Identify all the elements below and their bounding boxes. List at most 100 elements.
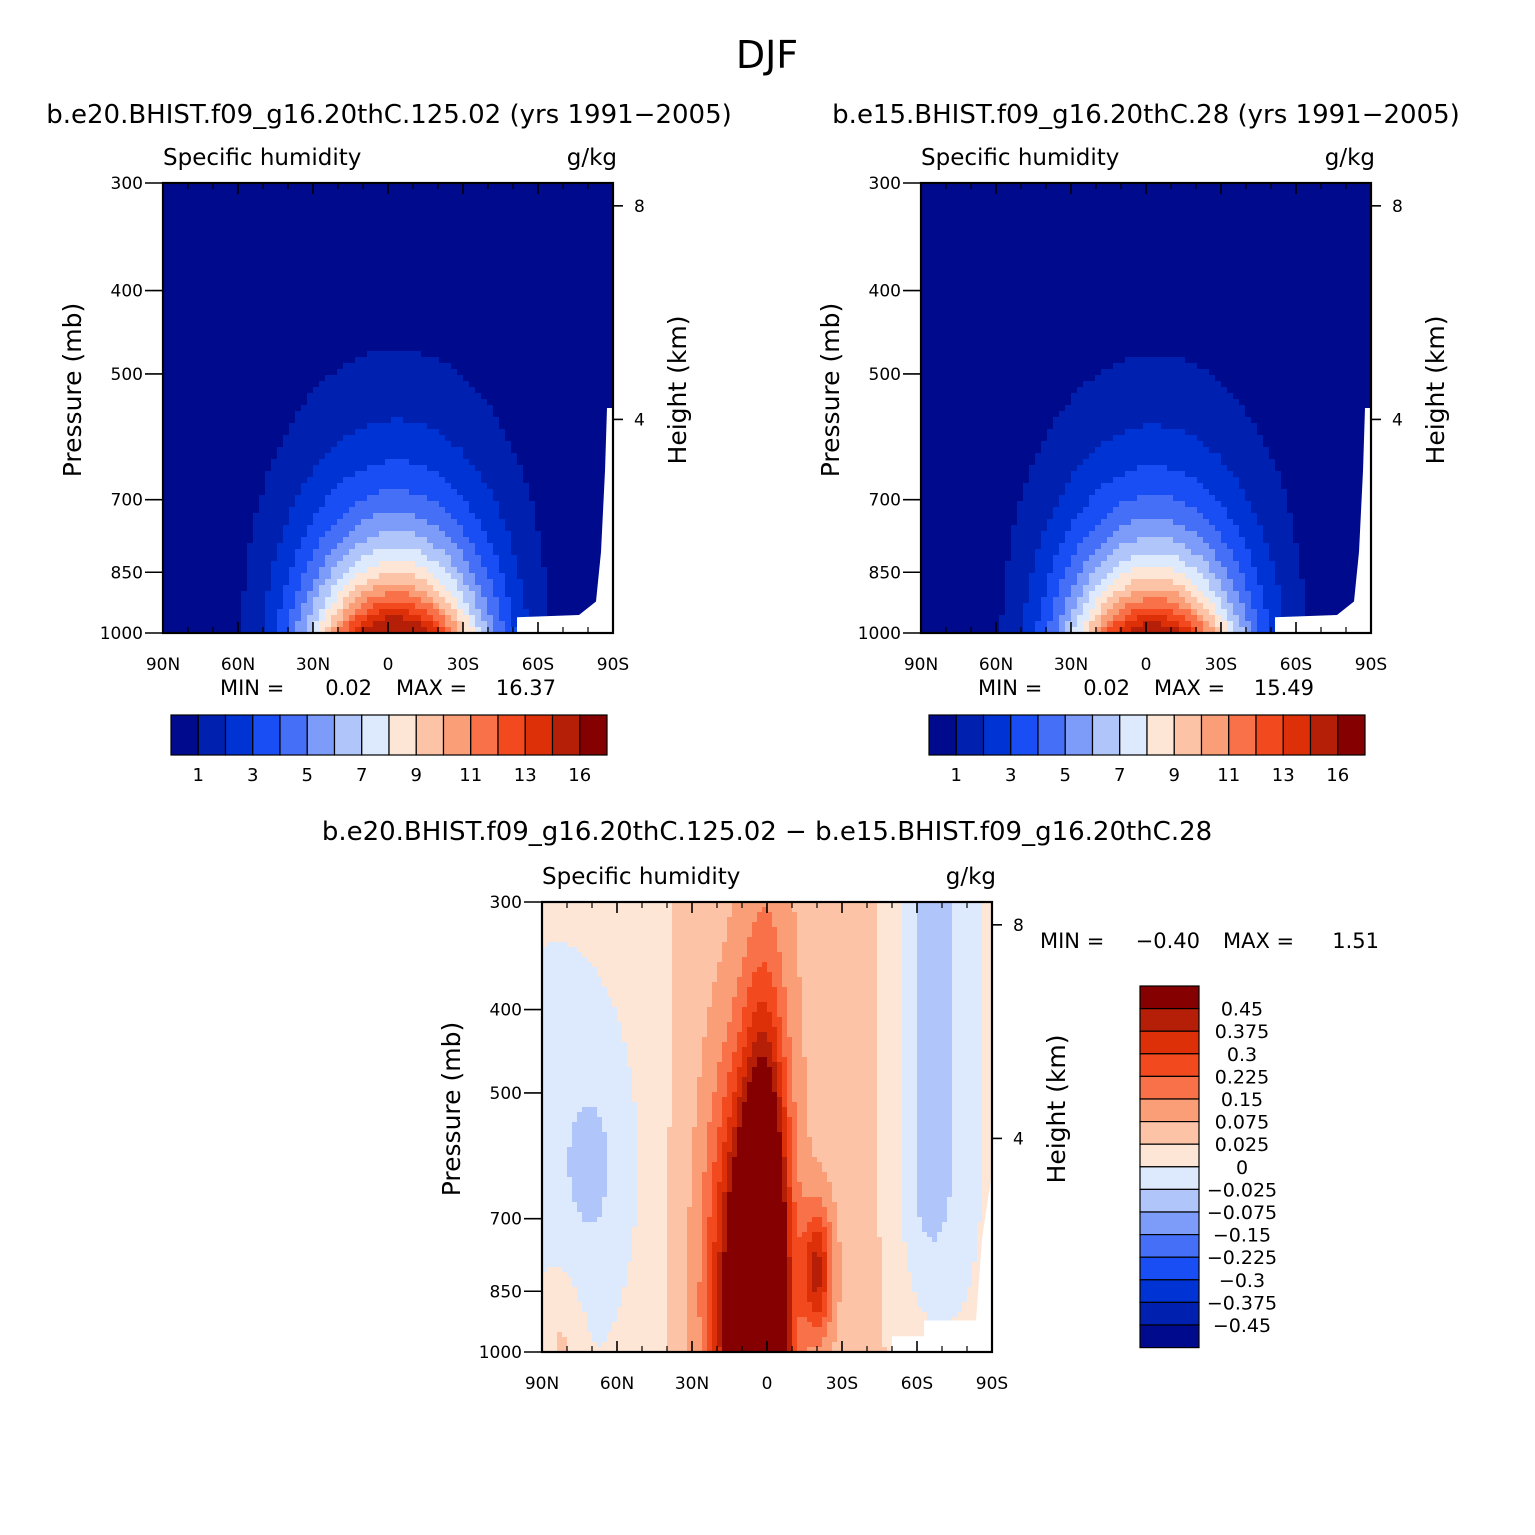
field-cell xyxy=(499,225,506,232)
field-cell xyxy=(349,423,356,430)
field-cell xyxy=(379,357,386,364)
field-cell xyxy=(451,459,458,466)
field-cell xyxy=(349,411,356,418)
field-cell xyxy=(379,567,386,574)
field-cell xyxy=(469,243,476,250)
field-cell xyxy=(343,579,350,586)
field-cell xyxy=(187,417,194,424)
field-cell xyxy=(193,219,200,226)
field-cell xyxy=(439,303,446,310)
field-cell xyxy=(469,321,476,328)
field-cell xyxy=(187,591,194,598)
field-cell xyxy=(385,375,392,382)
field-cell xyxy=(403,357,410,364)
field-cell xyxy=(169,525,176,532)
field-cell xyxy=(247,363,254,370)
field-cell xyxy=(445,195,452,202)
field-cell xyxy=(385,579,392,586)
field-cell xyxy=(349,333,356,340)
field-cell xyxy=(469,387,476,394)
field-cell xyxy=(487,195,494,202)
field-cell xyxy=(229,285,236,292)
field-cell xyxy=(211,477,218,484)
field-cell xyxy=(175,297,182,304)
field-cell xyxy=(559,291,566,298)
field-cell xyxy=(499,273,506,280)
field-cell xyxy=(349,543,356,550)
field-cell xyxy=(445,465,452,472)
field-cell xyxy=(343,183,350,190)
field-cell xyxy=(403,543,410,550)
field-cell xyxy=(211,489,218,496)
field-cell xyxy=(439,387,446,394)
field-cell xyxy=(505,525,512,532)
field-cell xyxy=(559,273,566,280)
field-cell xyxy=(403,519,410,526)
field-cell xyxy=(529,477,536,484)
field-cell xyxy=(385,423,392,430)
field-cell xyxy=(175,405,182,412)
field-cell xyxy=(397,579,404,586)
field-cell xyxy=(553,429,560,436)
field-cell xyxy=(505,201,512,208)
field-cell xyxy=(163,603,170,610)
field-cell xyxy=(199,561,206,568)
field-cell xyxy=(193,381,200,388)
field-cell xyxy=(421,615,428,622)
field-cell xyxy=(535,417,542,424)
field-cell xyxy=(229,309,236,316)
field-cell xyxy=(193,255,200,262)
field-cell xyxy=(163,369,170,376)
field-cell xyxy=(265,225,272,232)
field-cell xyxy=(553,405,560,412)
field-cell xyxy=(223,303,230,310)
field-cell xyxy=(229,351,236,358)
field-cell xyxy=(301,273,308,280)
field-cell xyxy=(175,261,182,268)
field-cell xyxy=(241,585,248,592)
field-cell xyxy=(451,585,458,592)
field-cell xyxy=(331,537,338,544)
field-cell xyxy=(343,327,350,334)
field-cell xyxy=(481,537,488,544)
field-cell xyxy=(163,579,170,586)
field-cell xyxy=(205,357,212,364)
field-cell xyxy=(547,363,554,370)
field-cell xyxy=(397,489,404,496)
field-cell xyxy=(229,579,236,586)
field-cell xyxy=(235,567,242,574)
field-cell xyxy=(415,411,422,418)
field-cell xyxy=(391,339,398,346)
field-cell xyxy=(193,417,200,424)
field-cell xyxy=(283,351,290,358)
field-cell xyxy=(271,381,278,388)
field-cell xyxy=(445,321,452,328)
field-cell xyxy=(487,519,494,526)
field-cell xyxy=(529,405,536,412)
field-cell xyxy=(193,303,200,310)
field-cell xyxy=(421,531,428,538)
field-cell xyxy=(529,537,536,544)
field-cell xyxy=(451,243,458,250)
field-cell xyxy=(529,549,536,556)
field-cell xyxy=(193,561,200,568)
field-cell xyxy=(403,351,410,358)
field-cell xyxy=(295,555,302,562)
field-cell xyxy=(307,303,314,310)
field-cell xyxy=(529,555,536,562)
field-cell xyxy=(487,447,494,454)
field-cell xyxy=(511,291,518,298)
field-cell xyxy=(169,591,176,598)
field-cell xyxy=(259,399,266,406)
field-cell xyxy=(349,531,356,538)
field-cell xyxy=(421,543,428,550)
field-cell xyxy=(391,567,398,574)
field-cell xyxy=(301,435,308,442)
field-cell xyxy=(421,507,428,514)
field-cell xyxy=(511,297,518,304)
field-cell xyxy=(445,489,452,496)
field-cell xyxy=(463,339,470,346)
field-cell xyxy=(295,249,302,256)
field-cell xyxy=(361,483,368,490)
field-cell xyxy=(535,519,542,526)
